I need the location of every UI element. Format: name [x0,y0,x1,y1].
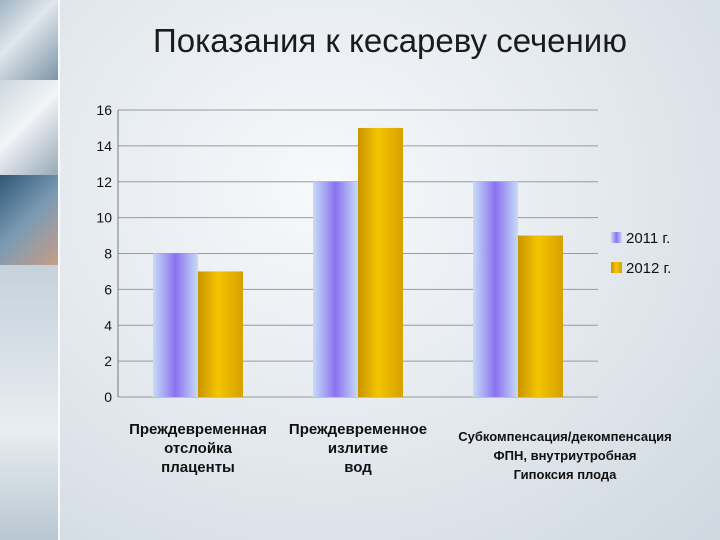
x-category-label: Субкомпенсация/декомпенсация ФПН, внутри… [458,429,672,482]
bar-2012 [358,127,403,397]
y-tick-label: 0 [104,389,112,405]
page-title: Показания к кесареву сечению [153,22,627,59]
medical-photo-2 [0,80,58,175]
sidebar-photo-strip [0,0,58,540]
bar-2012 [518,235,563,397]
legend-label: 2012 г. [626,260,671,277]
legend-swatch [611,262,622,273]
y-tick-label: 16 [96,102,112,118]
divider [58,0,60,540]
y-tick-label: 12 [96,174,112,190]
y-tick-label: 8 [104,246,112,262]
y-tick-label: 10 [96,210,112,226]
bar-2012 [198,271,243,397]
bar-2011 [313,181,358,397]
bar-2011 [153,253,198,397]
y-tick-label: 2 [104,353,112,369]
bar-2011 [473,181,518,397]
medical-photo-4 [0,265,58,540]
y-tick-label: 14 [96,138,112,154]
x-category-label: Преждевременное излитие вод [288,421,428,476]
x-category-label: Преждевременная отслойка плаценты [129,421,267,476]
medical-photo-1 [0,0,58,80]
legend-swatch [611,232,622,243]
medical-photo-3 [0,175,58,265]
legend-label: 2011 г. [626,230,670,247]
y-tick-label: 4 [104,317,112,333]
y-tick-label: 6 [104,281,112,297]
